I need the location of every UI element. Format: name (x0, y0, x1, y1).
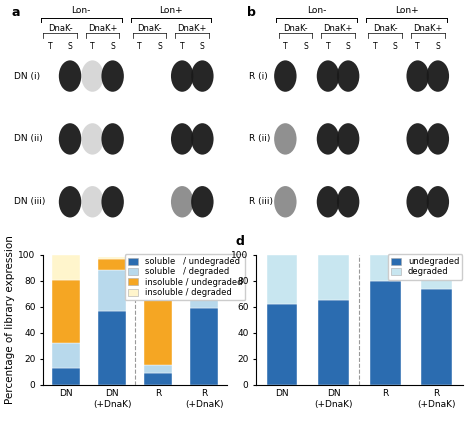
Text: Lon-: Lon- (307, 6, 327, 16)
Ellipse shape (171, 186, 193, 217)
Ellipse shape (317, 60, 339, 92)
Text: DnaK+: DnaK+ (178, 25, 207, 33)
Text: S: S (110, 42, 115, 51)
Ellipse shape (191, 186, 214, 217)
Text: b: b (247, 6, 256, 19)
Text: T: T (137, 42, 142, 51)
Bar (144, 275, 172, 365)
Text: DN (iii): DN (iii) (14, 197, 46, 206)
Bar (421, 288, 452, 385)
Bar (144, 255, 172, 275)
Ellipse shape (81, 60, 104, 92)
Ellipse shape (191, 60, 214, 92)
Text: S: S (157, 42, 162, 51)
Bar (144, 365, 172, 373)
Text: DnaK-: DnaK- (137, 25, 162, 33)
Ellipse shape (81, 123, 104, 155)
Text: DnaK+: DnaK+ (88, 25, 117, 33)
Text: a: a (12, 6, 20, 19)
Ellipse shape (337, 123, 359, 155)
Ellipse shape (59, 60, 81, 92)
Text: T: T (47, 42, 52, 51)
Ellipse shape (81, 186, 104, 217)
Bar (318, 300, 349, 385)
Ellipse shape (427, 60, 449, 92)
Text: T: T (283, 42, 288, 51)
Legend: undegraded, degraded: undegraded, degraded (388, 254, 463, 280)
Ellipse shape (337, 60, 359, 92)
Text: T: T (415, 42, 420, 51)
Bar (190, 308, 218, 385)
Text: S: S (346, 42, 350, 51)
Ellipse shape (407, 60, 429, 92)
Bar (52, 368, 80, 385)
Bar (266, 255, 298, 304)
Ellipse shape (407, 123, 429, 155)
Bar (190, 285, 218, 308)
Text: S: S (393, 42, 398, 51)
Text: DnaK-: DnaK- (283, 25, 308, 33)
Ellipse shape (171, 123, 193, 155)
Text: T: T (373, 42, 377, 51)
Bar (190, 261, 218, 285)
Ellipse shape (274, 186, 297, 217)
Text: DnaK+: DnaK+ (323, 25, 353, 33)
Text: DN (ii): DN (ii) (14, 135, 43, 143)
Ellipse shape (317, 186, 339, 217)
Ellipse shape (274, 60, 297, 92)
Text: d: d (236, 236, 245, 248)
Bar (98, 310, 126, 385)
Ellipse shape (59, 186, 81, 217)
Legend: soluble   / undegraded, soluble   / degraded, insoluble / undegraded, insoluble : soluble / undegraded, soluble / degraded… (125, 254, 246, 300)
Bar (318, 255, 349, 300)
Text: S: S (436, 42, 440, 51)
Text: DN (i): DN (i) (14, 71, 40, 80)
Text: T: T (326, 42, 330, 51)
Ellipse shape (171, 60, 193, 92)
Bar (190, 255, 218, 261)
Bar (98, 270, 126, 310)
Text: Lon+: Lon+ (395, 6, 418, 16)
Bar (52, 343, 80, 368)
Text: Lon-: Lon- (72, 6, 91, 16)
Bar (370, 281, 401, 385)
Text: S: S (200, 42, 205, 51)
Ellipse shape (274, 123, 297, 155)
Text: T: T (90, 42, 95, 51)
Text: DnaK+: DnaK+ (413, 25, 442, 33)
Bar (421, 255, 452, 288)
Bar (98, 259, 126, 270)
Ellipse shape (317, 123, 339, 155)
Text: DnaK-: DnaK- (47, 25, 72, 33)
Bar (266, 304, 298, 385)
Ellipse shape (427, 186, 449, 217)
Y-axis label: Percentage of library expression: Percentage of library expression (6, 235, 16, 404)
Ellipse shape (337, 186, 359, 217)
Text: S: S (68, 42, 73, 51)
Bar (98, 258, 126, 259)
Bar (52, 255, 80, 280)
Ellipse shape (191, 123, 214, 155)
Bar (144, 373, 172, 385)
Text: S: S (303, 42, 308, 51)
Text: R (iii): R (iii) (249, 197, 273, 206)
Ellipse shape (101, 60, 124, 92)
Text: T: T (180, 42, 184, 51)
Text: Lon+: Lon+ (159, 6, 183, 16)
Ellipse shape (101, 186, 124, 217)
Bar (52, 280, 80, 343)
Text: R (ii): R (ii) (249, 135, 271, 143)
Text: R (i): R (i) (249, 71, 268, 80)
Text: DnaK-: DnaK- (373, 25, 398, 33)
Bar (370, 255, 401, 281)
Ellipse shape (427, 123, 449, 155)
Ellipse shape (101, 123, 124, 155)
Ellipse shape (407, 186, 429, 217)
Ellipse shape (59, 123, 81, 155)
